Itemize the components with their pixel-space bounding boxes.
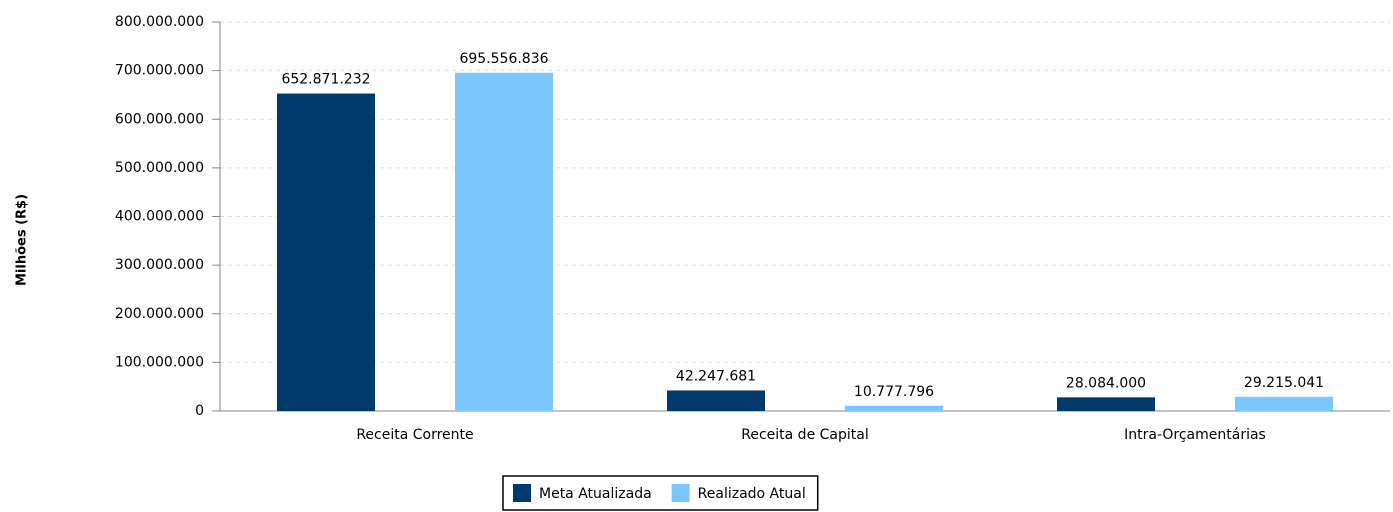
x-tick-label: Receita Corrente [356,427,473,443]
y-axis-label: Milhões (R$) [15,194,30,286]
data-label: 695.556.836 [459,51,548,67]
legend-label: Meta Atualizada [539,486,652,502]
data-label: 42.247.681 [676,368,756,384]
data-label: 652.871.232 [281,72,370,88]
y-tick-label: 0 [195,403,204,419]
legend: Meta Atualizada Realizado Atual [502,475,819,511]
y-tick-label: 200.000.000 [115,306,204,322]
bar [1057,397,1155,411]
bar [845,405,943,411]
bar [277,93,375,411]
y-tick-label: 300.000.000 [115,257,204,273]
bar [1235,396,1333,411]
legend-swatch [513,484,531,502]
data-label: 29.215.041 [1244,375,1324,391]
bar [455,72,553,411]
y-tick-label: 500.000.000 [115,160,204,176]
y-tick-label: 700.000.000 [115,63,204,79]
x-tick-label: Receita de Capital [741,427,868,443]
y-tick-label: 800.000.000 [115,14,204,30]
bar [667,390,765,411]
legend-swatch [671,484,690,502]
data-label: 28.084.000 [1066,375,1146,391]
y-tick-label: 100.000.000 [115,354,204,370]
data-label: 10.777.796 [854,384,934,400]
legend-box [502,475,819,511]
y-tick-label: 600.000.000 [115,111,204,127]
y-tick-label: 400.000.000 [115,209,204,225]
x-tick-label: Intra-Orçamentárias [1124,427,1266,443]
legend-label: Realizado Atual [698,486,806,502]
